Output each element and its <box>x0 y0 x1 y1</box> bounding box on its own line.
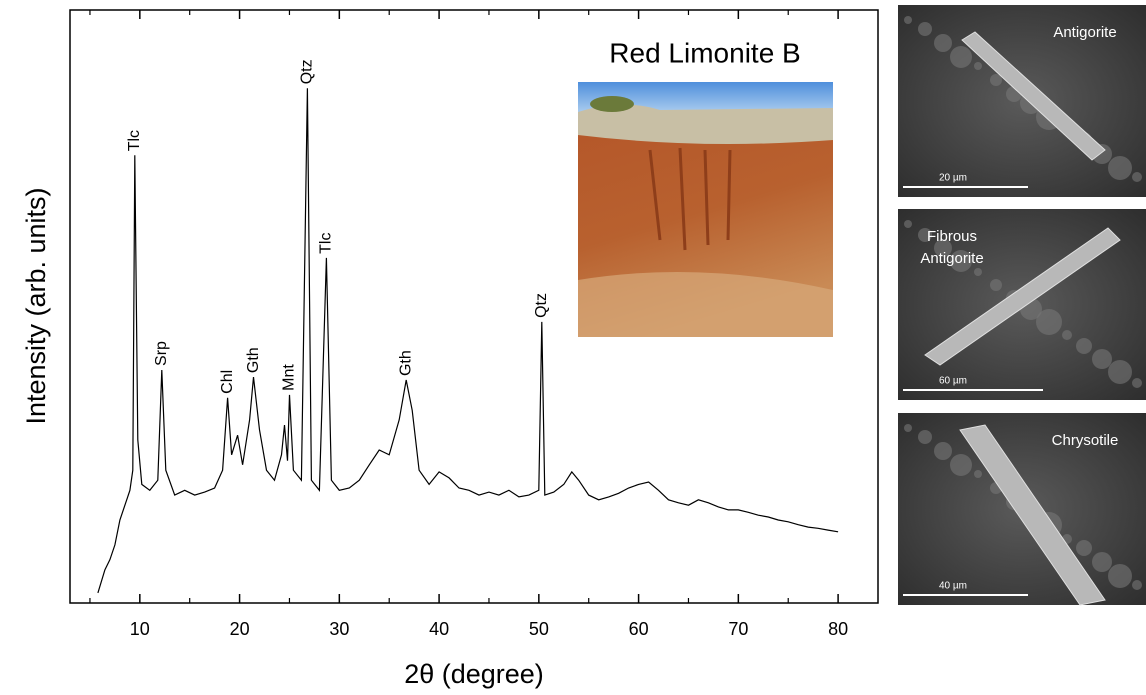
sem-particle <box>950 454 972 476</box>
sem-label: Antigorite <box>920 250 983 267</box>
sem-particle <box>974 470 982 478</box>
sem-fiber <box>924 227 1121 366</box>
x-axis-label: 2θ (degree) <box>404 659 544 689</box>
peak-label: Mnt <box>281 364 298 391</box>
sem-fiber <box>961 31 1106 161</box>
sem-particle <box>950 46 972 68</box>
sem-particle <box>1076 540 1092 556</box>
sem-particle <box>934 442 952 460</box>
plot-frame <box>69 9 879 604</box>
sem-particle <box>1076 338 1092 354</box>
sem-label: Chrysotile <box>1052 432 1119 449</box>
sem-particle <box>904 424 912 432</box>
y-axis-label: Intensity (arb. units) <box>21 187 51 424</box>
peak-label: Qtz <box>299 59 316 84</box>
sem-particle <box>1092 349 1112 369</box>
sem-particle <box>1132 580 1142 590</box>
xrd-pattern <box>97 88 839 594</box>
sem-fiber <box>959 424 1106 606</box>
photo-inset: Red Limonite B <box>578 37 833 337</box>
x-tick-label: 70 <box>728 619 748 639</box>
sem-particle <box>974 62 982 70</box>
sem-particle <box>1108 564 1132 588</box>
x-tick-label: 20 <box>230 619 250 639</box>
sem-particle <box>918 430 932 444</box>
sem-particle <box>1108 156 1132 180</box>
sem-particle <box>990 279 1002 291</box>
sem-particle <box>1132 378 1142 388</box>
peak-label: Tlc <box>126 130 143 151</box>
sem-particle <box>904 220 912 228</box>
sem-label: Fibrous <box>927 228 977 245</box>
photo-rubble <box>578 272 833 337</box>
scale-label: 60 µm <box>939 376 967 387</box>
peak-label: Gth <box>245 347 262 373</box>
sem-particle <box>1108 360 1132 384</box>
photo-cracks <box>648 147 732 251</box>
peak-label: Chl <box>219 370 236 394</box>
x-tick-label: 10 <box>130 619 150 639</box>
x-tick-label: 30 <box>329 619 349 639</box>
scale-label: 20 µm <box>939 173 967 184</box>
peak-label: Tlc <box>318 233 335 254</box>
sem-particle <box>1092 552 1112 572</box>
sem-particle <box>918 22 932 36</box>
photo-bush <box>590 96 634 112</box>
x-tick-label: 60 <box>629 619 649 639</box>
sem-particle <box>1062 330 1072 340</box>
sem-particle <box>974 268 982 276</box>
sem-particle <box>950 250 972 272</box>
peak-label: Srp <box>153 341 170 366</box>
x-tick-label: 50 <box>529 619 549 639</box>
sem-particle <box>904 16 912 24</box>
sem-panels: Antigorite 20 µm Fibrous Antigorite 60 µm Chr… <box>898 5 1146 606</box>
sem-particle <box>1036 309 1062 335</box>
scale-label: 40 µm <box>939 581 967 592</box>
x-tick-label: 40 <box>429 619 449 639</box>
sem-particle <box>1132 172 1142 182</box>
sem-particle <box>934 34 952 52</box>
photo-crust <box>578 104 833 144</box>
x-tick-label: 80 <box>828 619 848 639</box>
sem-particle <box>934 239 952 257</box>
sem-particle <box>990 74 1002 86</box>
sem-particle <box>918 228 932 242</box>
peak-label: Gth <box>397 350 414 376</box>
peak-label: Qtz <box>533 293 550 318</box>
sem-label: Antigorite <box>1053 24 1116 41</box>
photo-title: Red Limonite B <box>609 37 800 68</box>
